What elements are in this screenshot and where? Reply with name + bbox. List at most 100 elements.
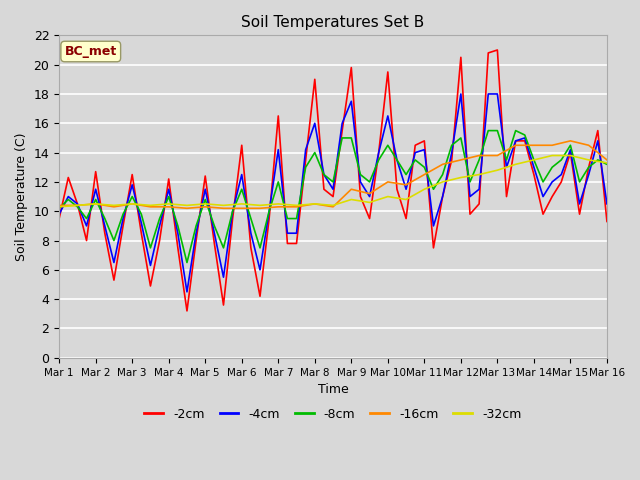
- -32cm: [129, 201, 136, 207]
- -32cm: [292, 203, 300, 208]
- -32cm: [275, 201, 282, 207]
- -8cm: [484, 128, 492, 133]
- -16cm: [275, 204, 282, 210]
- -2cm: [493, 47, 501, 53]
- -32cm: [384, 194, 392, 200]
- -2cm: [393, 186, 401, 192]
- -2cm: [183, 308, 191, 314]
- Line: -2cm: -2cm: [59, 50, 607, 311]
- -32cm: [202, 201, 209, 207]
- -16cm: [129, 201, 136, 207]
- -32cm: [220, 203, 227, 208]
- -16cm: [603, 157, 611, 163]
- -8cm: [183, 260, 191, 265]
- -16cm: [348, 186, 355, 192]
- Text: BC_met: BC_met: [65, 45, 117, 58]
- -16cm: [92, 201, 99, 207]
- -32cm: [439, 179, 447, 185]
- -32cm: [365, 200, 373, 205]
- -32cm: [420, 186, 428, 192]
- Line: -32cm: -32cm: [59, 156, 607, 207]
- -16cm: [220, 205, 227, 211]
- -16cm: [420, 172, 428, 178]
- -8cm: [165, 194, 173, 200]
- -32cm: [585, 157, 593, 163]
- -2cm: [256, 293, 264, 299]
- -4cm: [548, 179, 556, 185]
- -32cm: [603, 160, 611, 166]
- -2cm: [548, 194, 556, 200]
- -16cm: [183, 205, 191, 211]
- -4cm: [457, 91, 465, 97]
- -32cm: [183, 203, 191, 208]
- -4cm: [603, 201, 611, 207]
- -16cm: [329, 204, 337, 210]
- -32cm: [92, 201, 99, 207]
- -2cm: [192, 238, 200, 243]
- -16cm: [439, 161, 447, 167]
- -32cm: [55, 204, 63, 210]
- -4cm: [256, 267, 264, 273]
- -4cm: [356, 179, 364, 185]
- Line: -8cm: -8cm: [59, 131, 607, 263]
- -32cm: [566, 153, 574, 158]
- -32cm: [457, 175, 465, 180]
- -16cm: [147, 204, 154, 210]
- -16cm: [110, 204, 118, 210]
- Title: Soil Temperatures Set B: Soil Temperatures Set B: [241, 15, 425, 30]
- -32cm: [238, 201, 246, 207]
- -16cm: [493, 153, 501, 158]
- -16cm: [530, 143, 538, 148]
- -16cm: [256, 205, 264, 211]
- -32cm: [493, 168, 501, 173]
- -16cm: [512, 143, 520, 148]
- -8cm: [356, 172, 364, 178]
- -16cm: [403, 182, 410, 188]
- -2cm: [603, 218, 611, 224]
- -32cm: [329, 203, 337, 208]
- -16cm: [202, 204, 209, 210]
- -32cm: [311, 201, 319, 207]
- -16cm: [585, 143, 593, 148]
- -16cm: [311, 201, 319, 207]
- Legend: -2cm, -4cm, -8cm, -16cm, -32cm: -2cm, -4cm, -8cm, -16cm, -32cm: [140, 403, 527, 426]
- Line: -4cm: -4cm: [59, 94, 607, 292]
- -8cm: [192, 223, 200, 229]
- -32cm: [548, 153, 556, 158]
- -32cm: [256, 203, 264, 208]
- -8cm: [603, 161, 611, 167]
- -32cm: [476, 172, 483, 178]
- -32cm: [147, 203, 154, 208]
- -16cm: [365, 191, 373, 196]
- -32cm: [165, 201, 173, 207]
- X-axis label: Time: Time: [317, 383, 348, 396]
- -4cm: [165, 186, 173, 192]
- -2cm: [165, 176, 173, 182]
- -8cm: [55, 205, 63, 211]
- -16cm: [566, 138, 574, 144]
- -16cm: [238, 205, 246, 211]
- -8cm: [393, 157, 401, 163]
- -8cm: [256, 245, 264, 251]
- -16cm: [292, 204, 300, 210]
- Y-axis label: Soil Temperature (C): Soil Temperature (C): [15, 132, 28, 261]
- -16cm: [476, 153, 483, 158]
- Line: -16cm: -16cm: [59, 141, 607, 208]
- -32cm: [530, 157, 538, 163]
- -16cm: [548, 143, 556, 148]
- -8cm: [548, 164, 556, 170]
- -4cm: [192, 230, 200, 236]
- -2cm: [356, 194, 364, 200]
- -32cm: [403, 197, 410, 203]
- -2cm: [55, 216, 63, 221]
- -4cm: [183, 289, 191, 295]
- -4cm: [55, 211, 63, 217]
- -16cm: [74, 203, 81, 208]
- -16cm: [457, 157, 465, 163]
- -16cm: [165, 204, 173, 210]
- -32cm: [110, 203, 118, 208]
- -32cm: [512, 161, 520, 167]
- -16cm: [55, 203, 63, 208]
- -32cm: [348, 197, 355, 203]
- -32cm: [74, 203, 81, 208]
